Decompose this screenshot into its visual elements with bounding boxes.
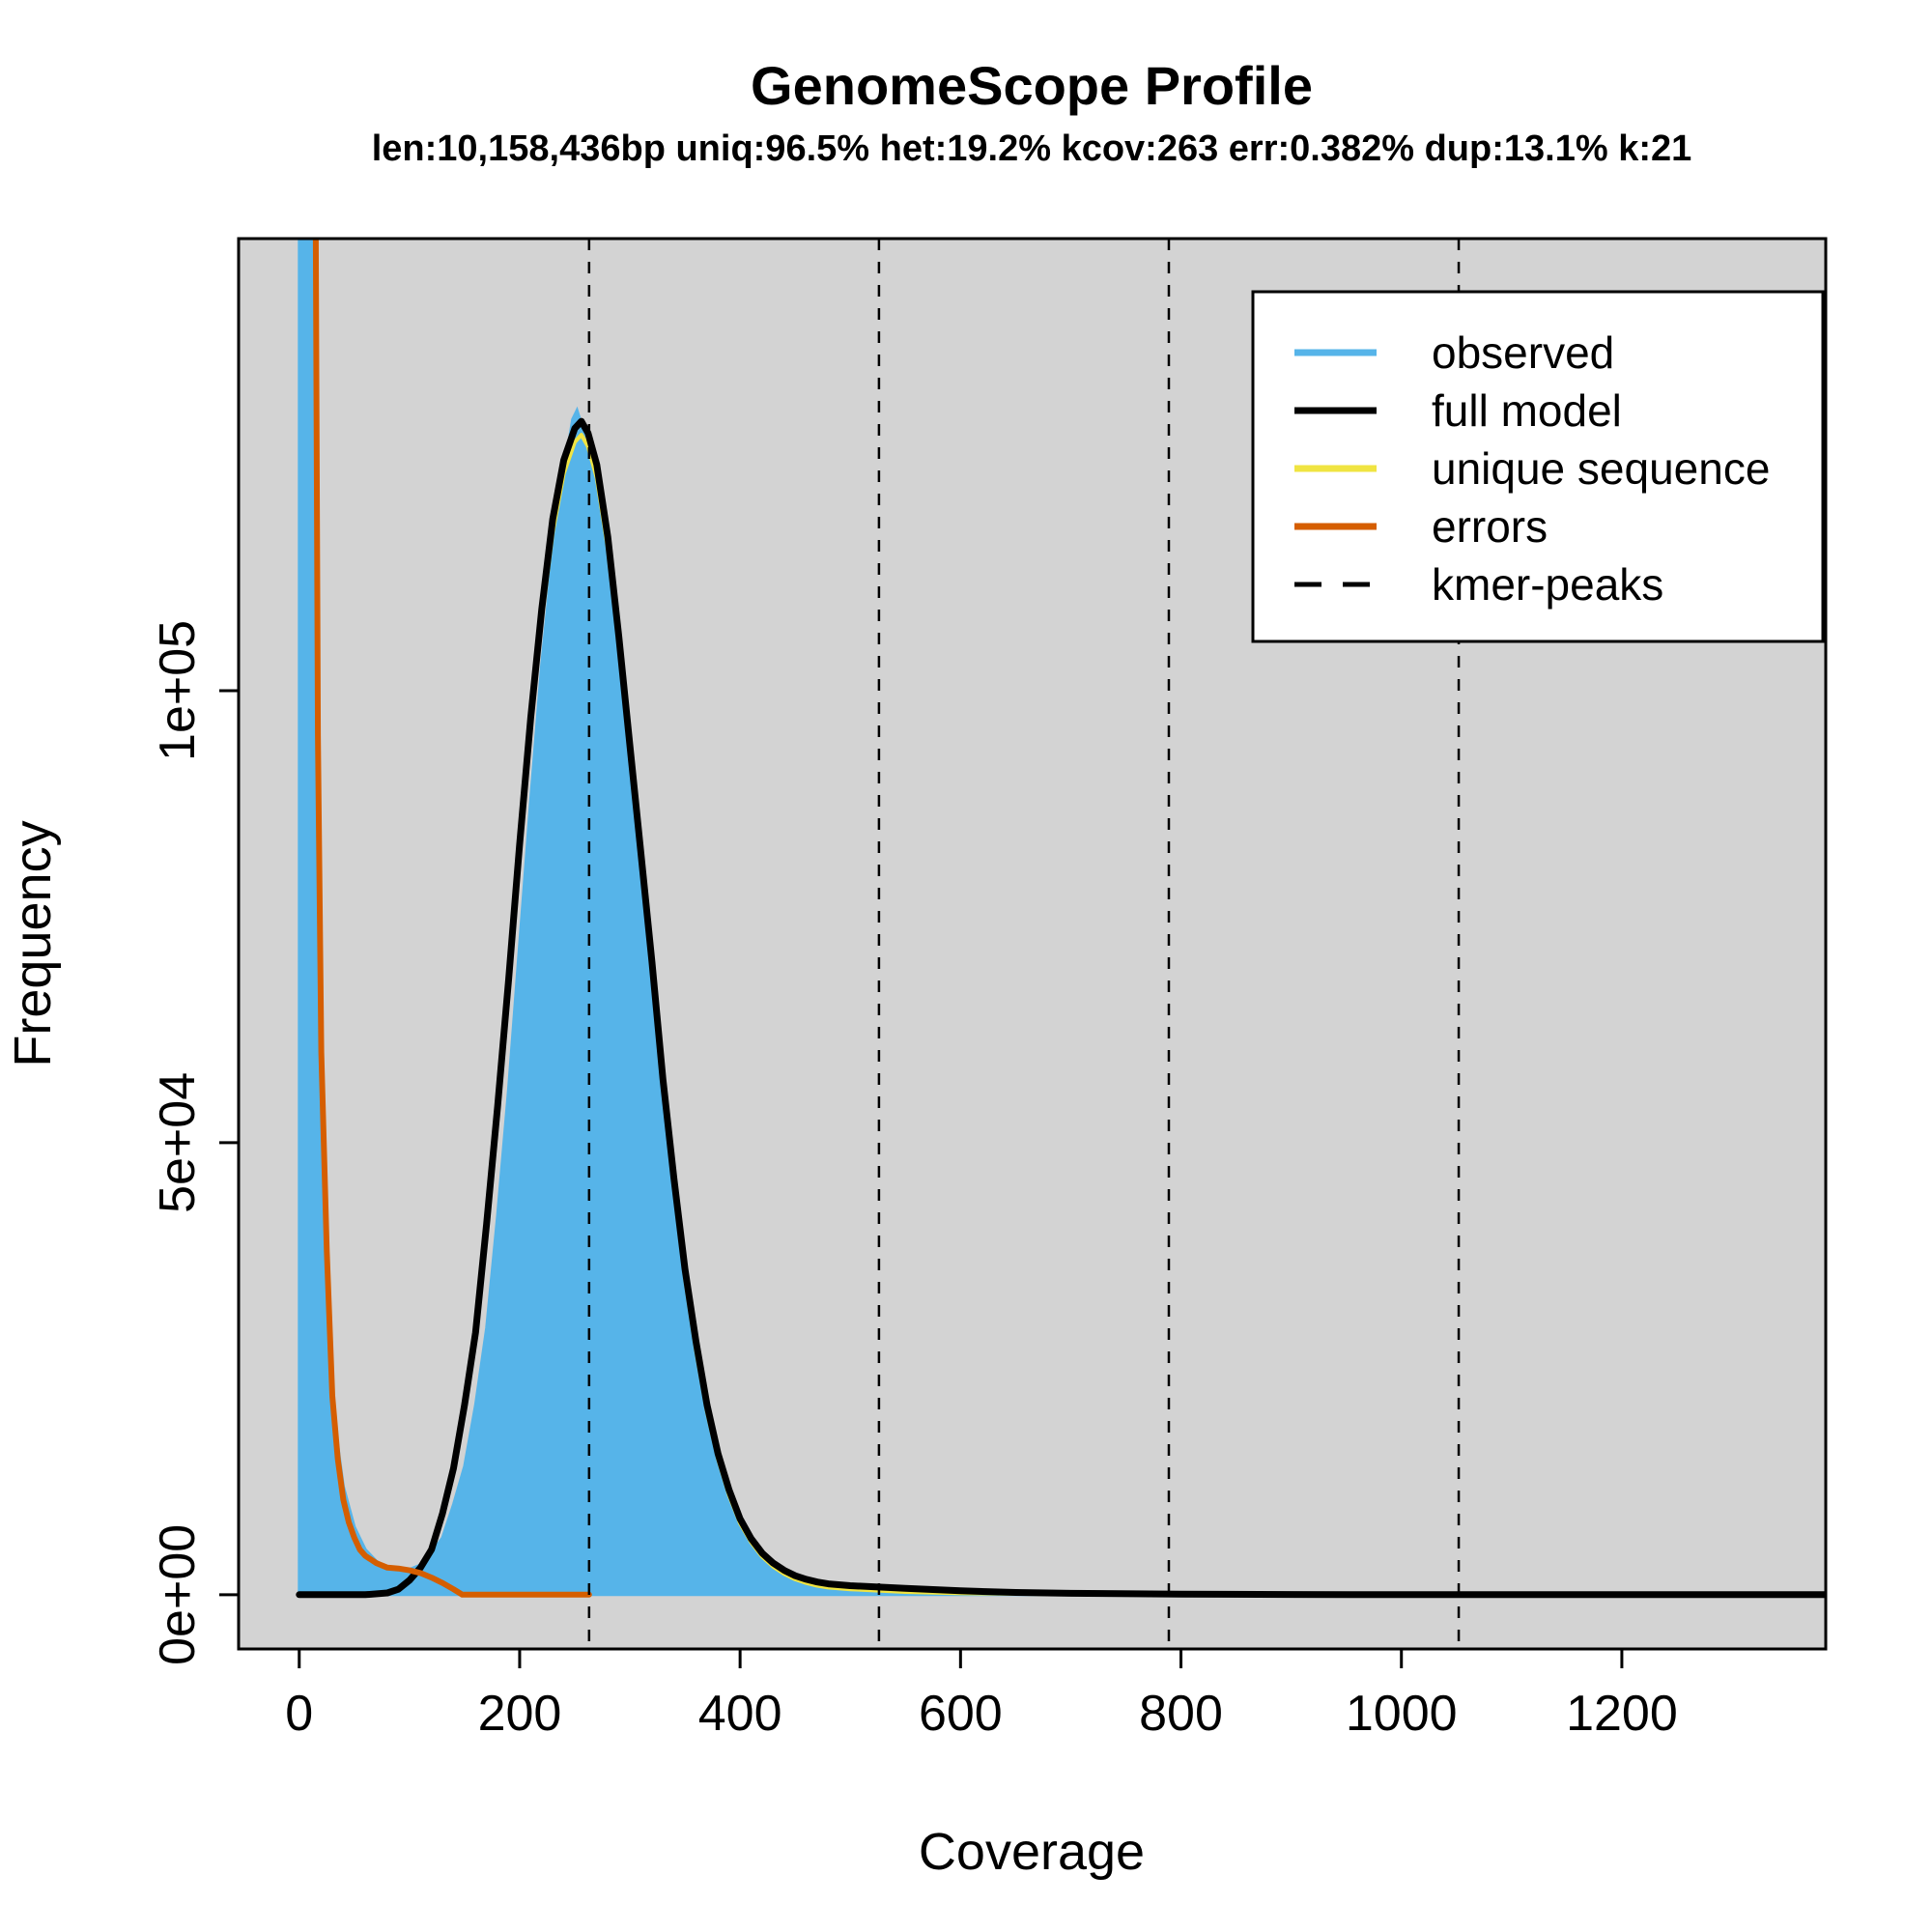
plot-frame bbox=[237, 237, 1828, 1651]
legend-label-kmer-peaks: kmer-peaks bbox=[1432, 559, 1663, 610]
x-tick-label: 1000 bbox=[1346, 1686, 1458, 1742]
legend-label-full-model: full model bbox=[1432, 385, 1622, 436]
x-tick-label: 1200 bbox=[1566, 1686, 1678, 1742]
legend: observed full model unique sequence errors k… bbox=[1251, 290, 1825, 643]
y-tick-label: 1e+05 bbox=[150, 620, 206, 761]
x-tick-label: 200 bbox=[478, 1686, 562, 1742]
legend-label-errors: errors bbox=[1432, 501, 1548, 552]
x-axis: 0 200 400 600 800 1000 1200 bbox=[285, 1649, 1678, 1742]
y-axis-title: Frequency bbox=[4, 820, 62, 1066]
x-tick-label: 400 bbox=[698, 1686, 782, 1742]
y-tick-label: 5e+04 bbox=[150, 1072, 206, 1213]
chart-title: GenomeScope Profile bbox=[751, 55, 1313, 116]
chart-subtitle: len:10,158,436bp uniq:96.5% het:19.2% kc… bbox=[372, 128, 1692, 169]
legend-label-unique-sequence: unique sequence bbox=[1432, 443, 1770, 494]
legend-label-observed: observed bbox=[1432, 327, 1614, 378]
full-model-line bbox=[296, 417, 1826, 1599]
x-tick-label: 600 bbox=[919, 1686, 1003, 1742]
x-tick-label: 800 bbox=[1139, 1686, 1223, 1742]
x-tick-label: 0 bbox=[285, 1686, 313, 1742]
x-axis-title: Coverage bbox=[919, 1823, 1145, 1881]
y-axis: 0e+00 5e+04 1e+05 bbox=[150, 620, 239, 1665]
errors-line bbox=[312, 239, 592, 1598]
series-layer bbox=[296, 239, 1826, 1599]
y-tick-label: 0e+00 bbox=[150, 1524, 206, 1665]
